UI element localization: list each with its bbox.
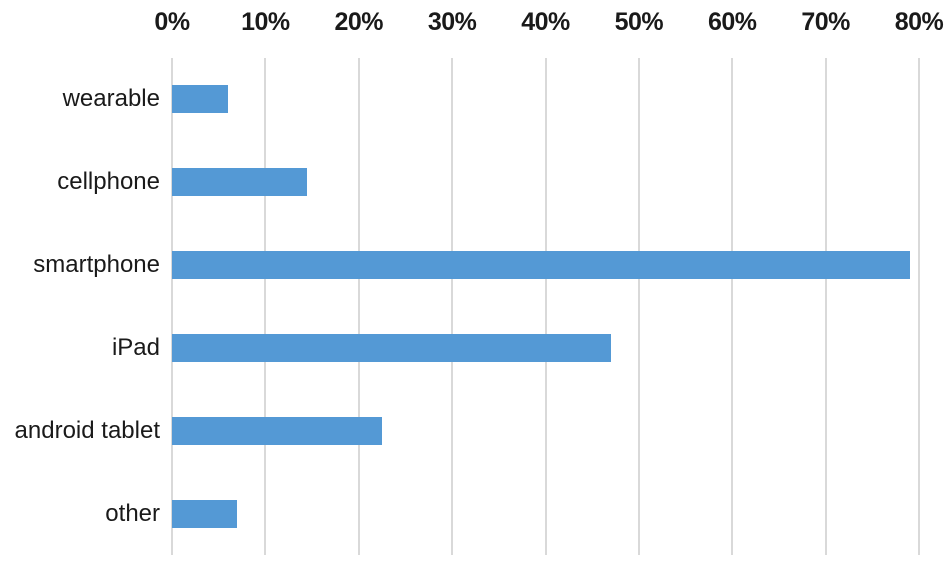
x-tick-label: 80% (894, 8, 944, 36)
category-label: iPad (111, 333, 160, 361)
bar-other (172, 499, 238, 528)
category-label: cellphone (57, 168, 160, 196)
bar-wearable (172, 85, 229, 114)
bar-ipad (172, 333, 611, 362)
x-tick-label: 0% (154, 8, 190, 36)
category-labels: wearable cellphone smartphone iPad android t… (0, 58, 160, 555)
x-tick-label: 60% (707, 8, 757, 36)
category-label: android tablet (14, 416, 160, 444)
gridline (357, 58, 360, 555)
x-tick-label: 70% (801, 8, 850, 36)
gridline (264, 58, 267, 555)
gridline (824, 58, 827, 555)
x-tick-label: 40% (521, 8, 570, 36)
gridline (451, 58, 454, 555)
gridline (637, 58, 640, 555)
x-tick-label: 20% (334, 8, 384, 36)
category-label: wearable (62, 85, 160, 113)
bar-android-tablet (172, 416, 383, 445)
bar-smartphone (172, 251, 910, 280)
category-label: smartphone (33, 251, 160, 279)
category-label: other (105, 499, 160, 527)
x-tick-label: 30% (427, 8, 477, 36)
gridline (171, 58, 173, 555)
gridline (731, 58, 734, 555)
gridline (918, 58, 920, 555)
x-tick-label: 50% (614, 8, 664, 36)
x-tick-label: 10% (241, 8, 290, 36)
gridline (544, 58, 547, 555)
plot-area (171, 58, 920, 555)
bar-cellphone (172, 168, 308, 197)
x-axis: 0% 10% 20% 30% 40% 50% 60% 70% 80% (154, 0, 943, 58)
